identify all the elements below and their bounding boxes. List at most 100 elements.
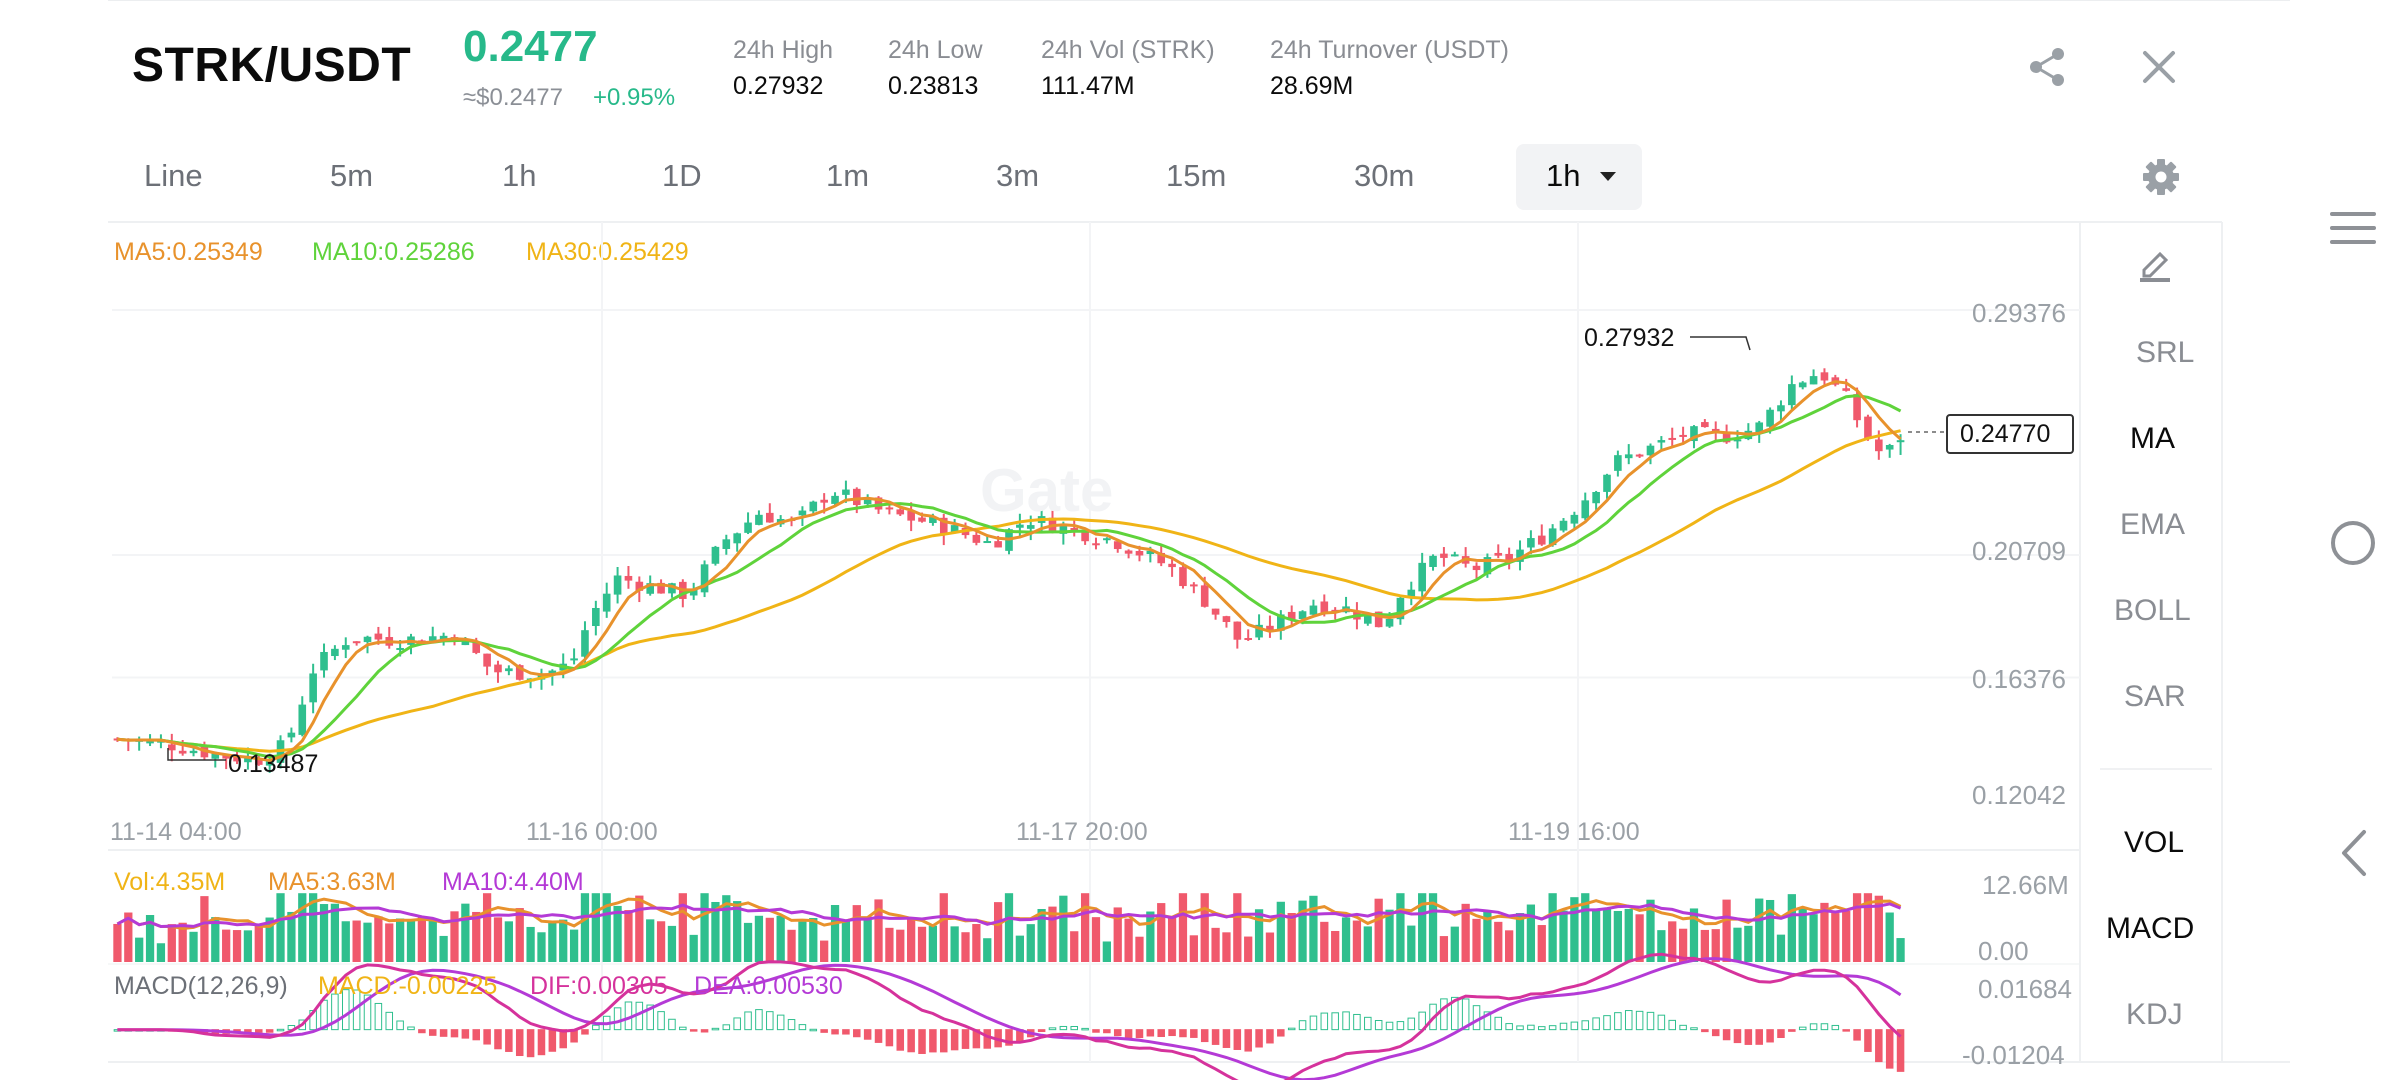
tab-5m[interactable]: 5m — [330, 158, 374, 193]
share-icon[interactable] — [2028, 46, 2068, 88]
macd-hist-bar — [407, 1026, 415, 1031]
pencil-icon[interactable] — [2138, 248, 2172, 282]
candle-body — [646, 583, 655, 594]
volume-bar — [711, 901, 720, 962]
candle-body — [1722, 433, 1731, 443]
volume-bar — [787, 929, 796, 962]
macd-hist-bar — [1135, 1029, 1144, 1039]
volume-bar — [450, 911, 459, 962]
candle-body — [233, 755, 241, 762]
volume-bar — [1711, 929, 1720, 962]
ma5-line — [117, 380, 1902, 763]
candle-body — [331, 648, 339, 657]
volume-bar — [1048, 906, 1057, 962]
tool-sar[interactable]: SAR — [2124, 680, 2186, 713]
volume-bar — [1233, 893, 1242, 962]
ma30-line — [117, 429, 1901, 753]
macd-hist-bar — [1875, 1029, 1883, 1063]
candle-body — [1396, 597, 1405, 620]
tool-ema[interactable]: EMA — [2120, 508, 2186, 541]
volume-bar — [1363, 926, 1372, 962]
macd-hist-bar — [1668, 1019, 1676, 1031]
volume-bar — [559, 919, 568, 962]
candle-body — [863, 498, 872, 505]
macd-hist-bar — [1287, 1027, 1296, 1031]
volume-bar — [939, 893, 948, 962]
volume-bar — [1385, 909, 1394, 962]
tab-15m[interactable]: 15m — [1166, 158, 1227, 193]
volume-bar — [1733, 927, 1742, 962]
vol-ma10-line — [116, 902, 1902, 929]
volume-bar — [1613, 910, 1623, 962]
candle-body — [211, 753, 220, 759]
macd-hist-bar — [1755, 1029, 1763, 1045]
candle-body — [1864, 416, 1872, 439]
macd-hist-bar — [689, 1029, 698, 1032]
pair-name[interactable]: STRK/USDT — [132, 39, 412, 92]
volume-bar — [754, 915, 764, 962]
gear-icon[interactable] — [2142, 158, 2180, 196]
tool-boll[interactable]: BOLL — [2114, 594, 2191, 627]
macd-hist-bar — [842, 1029, 850, 1035]
candle-body — [1331, 609, 1339, 612]
tool-ma[interactable]: MA — [2130, 422, 2175, 455]
tab-1h[interactable]: 1h — [502, 158, 537, 193]
volume-bar — [841, 920, 851, 962]
macd-hist-bar — [1842, 1029, 1850, 1032]
volume-bar — [1298, 900, 1307, 962]
volume-bar — [1755, 898, 1764, 962]
y-tick-2: 0.20709 — [1972, 536, 2066, 566]
macd-hist-bar — [755, 1009, 763, 1031]
candle-body — [363, 636, 372, 643]
candle-body — [1200, 585, 1209, 607]
tool-vol[interactable]: VOL — [2124, 826, 2185, 859]
volume-bar — [580, 893, 590, 962]
macd-hist-bar — [385, 1011, 394, 1031]
tool-srl[interactable]: SRL — [2136, 336, 2195, 369]
volume-bar — [569, 929, 579, 962]
tab-line[interactable]: Line — [144, 158, 203, 193]
high-marker-line — [1690, 336, 1751, 351]
tab-30m[interactable]: 30m — [1354, 158, 1415, 193]
tab-selected-dropdown[interactable]: 1h — [1516, 144, 1642, 210]
volume-bar — [1515, 913, 1525, 962]
back-icon[interactable] — [2334, 828, 2374, 878]
candle-body — [635, 581, 644, 591]
volume-bar — [917, 926, 927, 962]
volume-bar — [1602, 908, 1612, 962]
volume-bar — [352, 920, 361, 962]
candle-body — [1581, 500, 1590, 519]
tool-kdj[interactable]: KDJ — [2126, 998, 2183, 1031]
macd-hist-bar — [1733, 1029, 1742, 1044]
macd-hist-bar — [1451, 996, 1459, 1031]
tab-1m[interactable]: 1m — [826, 158, 870, 193]
tool-macd[interactable]: MACD — [2106, 912, 2195, 945]
tab-1d[interactable]: 1D — [662, 158, 702, 193]
candle-body — [1374, 611, 1383, 628]
stat-high-label: 24h High — [733, 36, 834, 64]
volume-bar — [700, 893, 709, 962]
volume-bar — [820, 940, 829, 962]
macd-hist-bar — [1309, 1015, 1318, 1031]
candle-body — [581, 630, 589, 657]
macd-hist-bar — [1374, 1020, 1383, 1031]
volume-bar — [1222, 932, 1231, 962]
macd-hist-bar — [1233, 1029, 1242, 1050]
volume-bar — [830, 905, 840, 962]
candle-body — [341, 645, 350, 650]
menu-icon[interactable] — [2328, 208, 2378, 248]
stat-high-value: 0.27932 — [733, 72, 824, 100]
macd-hist-bar — [537, 1029, 546, 1056]
volume-bar — [874, 899, 883, 962]
macd-hist-bar — [1407, 1017, 1416, 1031]
macd-hist-bar — [1483, 1011, 1492, 1031]
candle-body — [374, 633, 383, 640]
volume-bar — [1722, 899, 1731, 962]
macd-value: MACD:-0.00225 — [318, 972, 498, 1000]
candle-body — [689, 589, 698, 596]
close-icon[interactable] — [2142, 50, 2176, 84]
tab-3m[interactable]: 3m — [996, 158, 1040, 193]
home-circle-icon[interactable] — [2328, 518, 2378, 568]
volume-bar — [1157, 903, 1166, 962]
